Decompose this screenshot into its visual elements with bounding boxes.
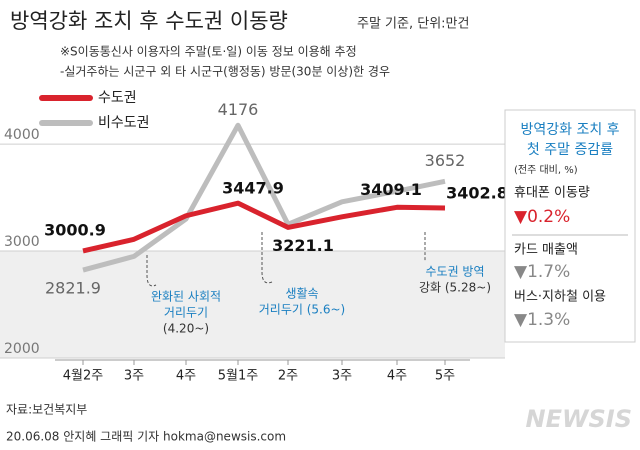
y-tick-label: 2000 xyxy=(4,341,40,357)
panel-title: 첫 주말 증감률 xyxy=(527,142,613,158)
annotation-leader xyxy=(146,255,157,287)
panel-unit: (전주 대비, %) xyxy=(514,164,578,176)
annotation: 거리두기 (5.6~) xyxy=(259,303,345,317)
panel-change: ▼1.7% xyxy=(514,262,570,282)
annotation: 완화된 사회적 xyxy=(151,290,221,304)
data-label: 3652 xyxy=(425,151,466,170)
data-label: 3409.1 xyxy=(360,180,422,199)
x-tick-label: 3주 xyxy=(332,369,352,384)
chart-subtitle: 주말 기준, 단위:만건 xyxy=(357,17,469,32)
legend-label: 비수도권 xyxy=(98,115,150,131)
panel-label: 버스·지하철 이용 xyxy=(514,290,606,305)
note: -실거주하는 시군구 외 타 시군구(행정동) 방문(30분 이상)한 경우 xyxy=(60,64,390,79)
data-label: 3000.9 xyxy=(44,220,106,239)
x-tick-label: 2주 xyxy=(278,369,298,384)
series-line xyxy=(82,122,446,273)
panel-box xyxy=(504,109,636,343)
annotation: 강화 (5.28~) xyxy=(419,281,491,295)
annotation: (4.20~) xyxy=(163,322,209,336)
annotation: 거리두기 xyxy=(164,306,208,320)
panel-change: ▼0.2% xyxy=(514,207,570,227)
source: 자료:보건복지부 xyxy=(6,403,87,417)
series-line xyxy=(82,200,446,254)
x-tick-label: 5주 xyxy=(435,369,455,384)
credit: 20.06.08 안지혜 그래픽 기자 hokma@newsis.com xyxy=(6,430,286,444)
x-tick-label: 4주 xyxy=(387,369,407,384)
annotation-leader xyxy=(261,232,273,284)
x-tick-label: 4주 xyxy=(176,369,196,384)
x-tick-label: 3주 xyxy=(124,369,144,384)
data-label: 2821.9 xyxy=(45,279,101,298)
legend-label: 수도권 xyxy=(98,90,137,106)
data-label: 3402.8 xyxy=(446,183,508,202)
panel-label: 카드 매출액 xyxy=(514,243,578,258)
summary-panel: 방역강화 조치 후 첫 주말 증감률 (전주 대비, %) 휴대폰 이동량 ▼0… xyxy=(504,109,636,343)
logo: NEWSIS xyxy=(526,405,632,433)
panel-title: 방역강화 조치 후 xyxy=(520,122,619,138)
data-label: 4176 xyxy=(218,100,259,119)
panel-change: ▼1.3% xyxy=(514,310,570,330)
annotation: 생활속 xyxy=(285,287,318,301)
chart-title: 방역강화 조치 후 수도권 이동량 xyxy=(10,9,288,33)
note: ※S이동통신사 이용자의 주말(토·일) 이동 정보 이용해 추정 xyxy=(60,45,357,59)
y-tick-label: 3000 xyxy=(4,234,40,250)
panel-label: 휴대폰 이동량 xyxy=(514,186,590,201)
data-label: 3221.1 xyxy=(272,236,334,255)
y-tick-label: 4000 xyxy=(4,127,40,143)
x-tick-label: 5월1주 xyxy=(218,369,259,384)
annotation: 수도권 방역 xyxy=(425,265,484,279)
data-label: 3447.9 xyxy=(222,179,284,198)
x-tick-label: 4월2주 xyxy=(63,369,104,384)
